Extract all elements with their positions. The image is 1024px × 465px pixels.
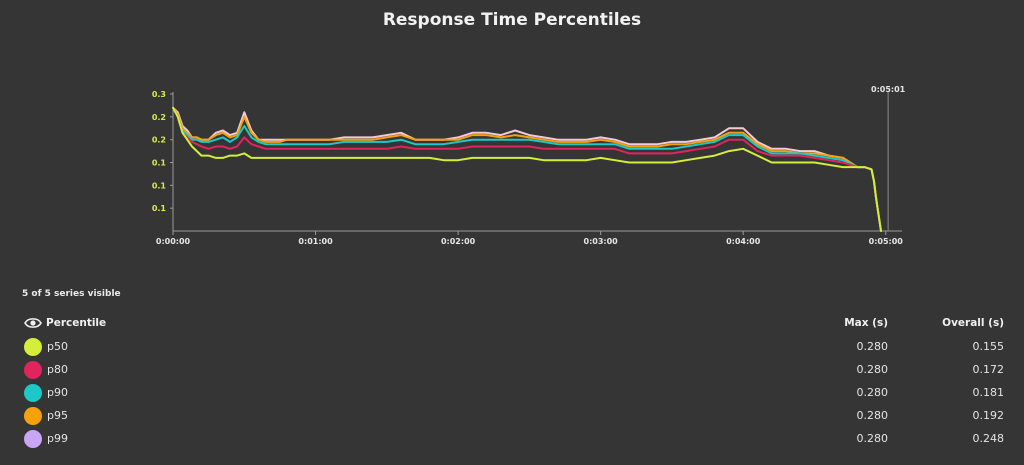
y-tick-label: 0.2: [152, 113, 166, 122]
max-column-header[interactable]: Max (s): [844, 317, 888, 329]
p50-color-swatch[interactable]: [24, 338, 42, 356]
hover-cursor: 0:05:01: [871, 85, 906, 231]
series-label: p50: [47, 340, 68, 353]
series-label: p90: [47, 386, 68, 399]
response-time-chart[interactable]: 0.3 0.2 0.2 0.1 0.1 0.1 0:00:00 0:01:00 0:02:00 0…: [0, 0, 1024, 280]
overall-column-header[interactable]: Overall (s): [942, 317, 1004, 329]
cursor-time-label: 0:05:01: [871, 85, 906, 94]
chart-axes: 0.3 0.2 0.2 0.1 0.1 0.1 0:00:00 0:01:00 0:02:00 0…: [152, 90, 903, 246]
y-tick-label: 0.1: [152, 159, 167, 168]
p95-color-swatch[interactable]: [24, 407, 42, 425]
series-overall-value: 0.181: [972, 386, 1005, 399]
series-overall-value: 0.172: [972, 363, 1005, 376]
series-max-value: 0.280: [856, 363, 889, 376]
x-tick-label: 0:05:00: [869, 237, 904, 246]
series-max-value: 0.280: [856, 432, 889, 445]
x-tick-label: 0:00:00: [156, 237, 191, 246]
legend-row-p90[interactable]: p90 0.280 0.181: [22, 382, 1012, 404]
series-label: p99: [47, 432, 68, 445]
series-max-value: 0.280: [856, 340, 889, 353]
visible-series-count: 5 of 5 series visible: [22, 289, 121, 299]
p80-color-swatch[interactable]: [24, 361, 42, 379]
series-label: p95: [47, 409, 68, 422]
x-tick-label: 0:01:00: [298, 237, 333, 246]
series-overall-value: 0.192: [972, 409, 1005, 422]
y-tick-label: 0.2: [152, 136, 166, 145]
x-tick-label: 0:02:00: [441, 237, 476, 246]
legend-row-p80[interactable]: p80 0.280 0.172: [22, 359, 1012, 381]
y-tick-label: 0.1: [152, 181, 167, 190]
percentile-column-header: Percentile: [46, 317, 107, 329]
series-line-p99[interactable]: [172, 106, 882, 232]
legend-row-p95[interactable]: p95 0.280 0.192: [22, 405, 1012, 427]
series-max-value: 0.280: [856, 386, 889, 399]
legend-row-p50[interactable]: p50 0.280 0.155: [22, 336, 1012, 358]
series-line-p95[interactable]: [172, 106, 882, 232]
x-tick-label: 0:04:00: [726, 237, 761, 246]
series-max-value: 0.280: [856, 409, 889, 422]
x-tick-label: 0:03:00: [584, 237, 619, 246]
y-tick-label: 0.1: [152, 204, 167, 213]
series-line-p90[interactable]: [172, 106, 882, 232]
p99-color-swatch[interactable]: [24, 430, 42, 448]
p90-color-swatch[interactable]: [24, 384, 42, 402]
legend-row-p99[interactable]: p99 0.280 0.248: [22, 428, 1012, 450]
series-line-p80[interactable]: [172, 106, 882, 232]
series-label: p80: [47, 363, 68, 376]
series-overall-value: 0.155: [972, 340, 1005, 353]
eye-icon[interactable]: [24, 316, 42, 330]
legend-header: Percentile Max (s) Overall (s): [22, 316, 1012, 332]
series-line-p50[interactable]: [172, 106, 882, 232]
series-overall-value: 0.248: [972, 432, 1005, 445]
y-tick-label: 0.3: [152, 90, 166, 99]
chart-title: Response Time Percentiles: [382, 10, 642, 30]
series-layer: [172, 106, 882, 232]
